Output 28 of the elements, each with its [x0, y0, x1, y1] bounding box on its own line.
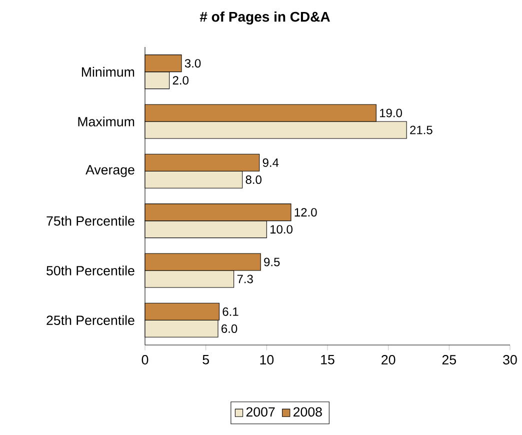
x-tick-label: 20: [382, 355, 396, 364]
x-tick-label: 25: [442, 355, 456, 364]
data-label: 10.0: [270, 225, 292, 234]
data-label: 9.4: [262, 158, 279, 167]
x-tick-label: 0: [142, 355, 148, 364]
y-tick-label: 75th Percentile: [46, 216, 134, 226]
data-label: 21.5: [410, 126, 432, 134]
x-tick-label: 10: [260, 355, 274, 364]
data-label: 12.0: [294, 208, 317, 217]
data-label: 8.0: [246, 175, 262, 184]
data-label: 2.0: [172, 76, 188, 85]
y-tick-label: Maximum: [78, 116, 134, 126]
data-label: 9.5: [264, 258, 280, 266]
y-tick-label: Average: [86, 165, 134, 178]
data-label: 19.0: [380, 108, 402, 118]
y-tick-label: 50th Percentile: [46, 266, 134, 276]
y-tick-label: 25th Percentile: [46, 315, 134, 326]
legend-label: 2007: [246, 407, 275, 417]
data-label: 6.0: [222, 324, 238, 333]
y-tick-label: Minimum: [82, 66, 134, 77]
data-label: 7.3: [237, 274, 253, 284]
chart-title: # of Pages in CD&A: [200, 11, 330, 25]
data-label: 3.0: [184, 59, 201, 68]
x-tick-label: 5: [202, 355, 209, 364]
legend-label: 2008: [294, 407, 322, 417]
x-tick-label: 15: [321, 355, 334, 364]
data-label: 6.1: [222, 307, 238, 316]
x-tick-label: 30: [503, 355, 517, 364]
